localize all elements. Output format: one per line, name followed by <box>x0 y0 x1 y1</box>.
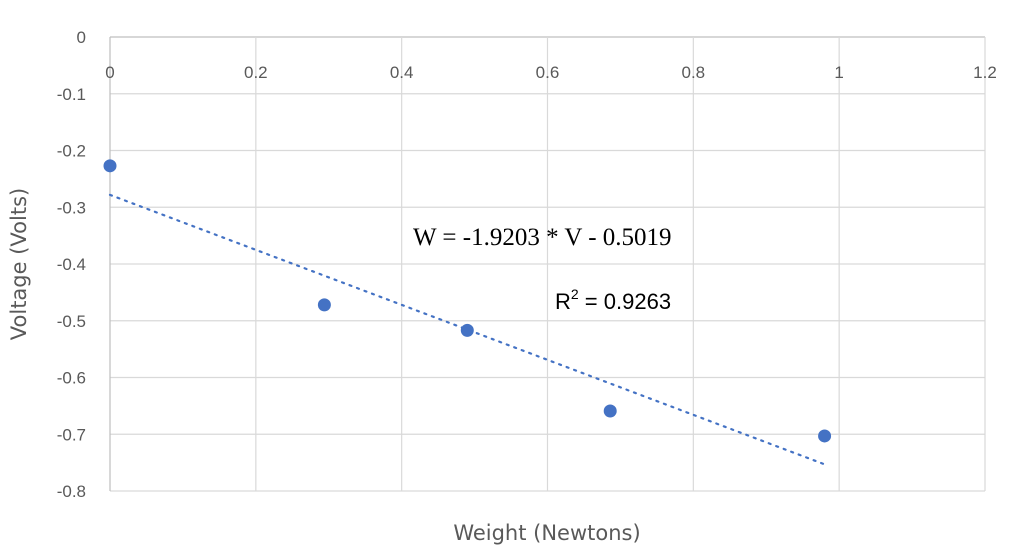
trendline-group <box>108 193 826 466</box>
x-tick-label: 0.2 <box>244 63 268 82</box>
y-tick-label: -0.8 <box>57 482 86 501</box>
r2-value: = 0.9263 <box>579 289 671 314</box>
x-tick-label: 0.8 <box>682 63 706 82</box>
r2-superscript: 2 <box>571 286 579 302</box>
trendline-equation: W = -1.9203 * V - 0.5019 <box>413 224 672 251</box>
r2-letter: R <box>555 289 571 314</box>
x-tick-label: 0.4 <box>390 63 414 82</box>
data-point <box>460 323 474 337</box>
y-tick-label: -0.1 <box>57 85 86 104</box>
y-tick-label: 0 <box>77 28 86 47</box>
data-point <box>317 298 331 312</box>
x-tick-label: 1 <box>834 63 843 82</box>
trendline <box>108 193 826 466</box>
y-axis-title: Voltage (Volts) <box>7 188 31 340</box>
x-tick-label: 1.2 <box>973 63 997 82</box>
y-tick-label: -0.3 <box>57 198 86 217</box>
y-tick-label: -0.4 <box>57 255 86 274</box>
r-squared-label: R2 = 0.9263 <box>555 286 671 314</box>
y-tick-label: -0.5 <box>57 312 86 331</box>
x-tick-label: 0 <box>105 63 114 82</box>
data-point <box>103 159 117 173</box>
data-points <box>103 159 832 443</box>
y-tick-label: -0.7 <box>57 425 86 444</box>
y-tick-label: -0.2 <box>57 142 86 161</box>
data-point <box>603 404 617 418</box>
tick-labels: 0 -0.1 -0.2 -0.3 -0.4 -0.5 -0.6 -0.7 -0.8 0 0.2 0.4… <box>57 28 997 501</box>
x-axis-title: Weight (Newtons) <box>453 521 640 545</box>
gridlines <box>109 36 986 492</box>
y-tick-label: -0.6 <box>57 369 86 388</box>
x-tick-label: 0.6 <box>536 63 560 82</box>
data-point <box>818 429 832 443</box>
